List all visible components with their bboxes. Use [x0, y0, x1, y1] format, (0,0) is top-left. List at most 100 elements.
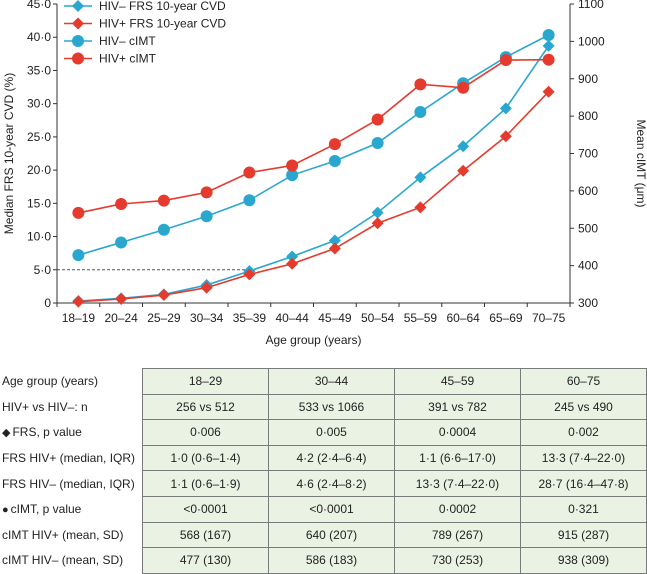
left-tick-label: 25·0	[27, 130, 51, 144]
right-axis-title: Mean cIMT (μm)	[634, 119, 647, 207]
data-point-circle	[286, 159, 299, 172]
row-label-text: FRS HIV– (median, IQR)	[2, 476, 135, 491]
data-point-diamond	[371, 206, 384, 219]
data-point-diamond	[328, 234, 341, 247]
data-point-diamond	[157, 289, 170, 302]
left-tick-label: 30·0	[27, 97, 51, 111]
data-point-circle	[328, 138, 341, 151]
table-cell: 586 (183)	[268, 547, 395, 574]
data-point-diamond	[72, 0, 84, 12]
chart: 0 5·0 10·0 15·0 20·0 25·0 30·0 35·0 40·0 45·0 300 4…	[2, 0, 647, 347]
table-row: FRS HIV– (median, IQR) 1·1 (0·6–1·9) 4·6 (…	[0, 470, 647, 497]
data-point-diamond	[72, 17, 84, 30]
row-label-text: cIMT, p value	[10, 502, 82, 517]
legend-entry: HIV– cIMT	[64, 34, 156, 48]
row-label: ● cIMT, p value	[0, 496, 143, 522]
x-tick-label: 40–44	[275, 311, 309, 325]
data-point-circle	[371, 113, 384, 126]
data-point-circle	[200, 210, 213, 223]
data-point-circle	[414, 106, 427, 119]
row-label-text: HIV+ vs HIV–: n	[2, 399, 88, 414]
table-cell: 13·3 (7·4–22·0)	[394, 470, 521, 497]
legend-entry: HIV– FRS 10-year CVD	[64, 0, 226, 13]
left-tick-label: 45·0	[27, 0, 51, 11]
data-point-diamond	[115, 293, 128, 306]
row-label: Age group (years)	[0, 369, 143, 395]
x-tick-label: 55–59	[404, 311, 438, 325]
data-point-circle	[542, 53, 555, 66]
legend-label: HIV+ cIMT	[99, 52, 157, 66]
table-row: ● cIMT, p value <0·0001 <0·0001 0·0002 0·321	[0, 495, 647, 523]
legend-label: HIV+ FRS 10-year CVD	[99, 17, 226, 31]
table-cell: 0·002	[520, 419, 647, 446]
left-tick-label: 15·0	[27, 196, 51, 210]
x-tick-label: 65–69	[489, 311, 523, 325]
data-point-circle	[72, 52, 84, 65]
data-point-diamond	[457, 140, 470, 153]
data-point-diamond	[414, 171, 427, 184]
data-point-diamond	[243, 268, 256, 281]
row-label: cIMT HIV+ (mean, SD)	[0, 522, 143, 548]
series-1	[72, 39, 555, 308]
series-2	[72, 85, 555, 308]
table-cell: 640 (207)	[268, 521, 395, 549]
left-axis-title: Median FRS 10-year CVD (%)	[2, 73, 16, 234]
diamond-icon: ◆	[2, 427, 11, 440]
data-point-diamond	[499, 102, 512, 115]
data-point-circle	[499, 54, 512, 67]
x-tick-label: 25–29	[147, 311, 181, 325]
data-point-diamond	[286, 257, 299, 270]
data-point-circle	[115, 236, 128, 249]
data-point-circle	[72, 206, 85, 219]
table-cell: 1·1 (0·6–1·9)	[142, 470, 269, 497]
data-point-diamond	[200, 281, 213, 294]
data-point-circle	[72, 35, 84, 47]
table-cell: 30–44	[268, 368, 395, 395]
left-tick-label: 40·0	[27, 30, 51, 44]
row-label-text: FRS, p value	[12, 425, 82, 440]
left-tick-label: 10·0	[27, 230, 51, 244]
row-label: cIMT HIV– (mean, SD)	[0, 548, 143, 574]
legend-entry: HIV+ FRS 10-year CVD	[64, 17, 226, 31]
row-label: HIV+ vs HIV–: n	[0, 394, 143, 420]
right-tick-label: 800	[578, 109, 598, 123]
data-point-diamond	[286, 250, 299, 263]
x-tick-label: 20–24	[104, 311, 138, 325]
data-point-circle	[157, 223, 170, 236]
data-point-circle	[457, 81, 470, 94]
row-label: FRS HIV– (median, IQR)	[0, 471, 143, 497]
table-row: FRS HIV+ (median, IQR) 1·0 (0·6–1·4) 4·2 (…	[0, 444, 647, 472]
row-label-text: Age group (years)	[2, 374, 99, 389]
circle-icon: ●	[2, 504, 9, 517]
right-tick-label: 1000	[578, 34, 605, 48]
data-point-diamond	[414, 201, 427, 214]
x-tick-label: 70–75	[532, 311, 566, 325]
table-cell: 477 (130)	[142, 547, 269, 574]
x-tick-label: 18–19	[62, 311, 96, 325]
table-cell: 938 (309)	[520, 547, 647, 574]
right-tick-label: 700	[578, 147, 598, 161]
data-point-circle	[328, 154, 341, 167]
data-point-diamond	[72, 295, 85, 308]
data-point-circle	[243, 194, 256, 207]
right-tick-label: 500	[578, 221, 598, 235]
table-cell: 1·0 (0·6–1·4)	[142, 444, 269, 472]
table-cell: 1·1 (6·6–17·0)	[394, 444, 521, 472]
series-line	[78, 45, 550, 302]
x-axis-title: Age group (years)	[265, 333, 361, 347]
data-point-circle	[157, 194, 170, 207]
data-point-circle	[243, 166, 256, 179]
table-cell: <0·0001	[268, 495, 395, 523]
table-cell: 0·005	[268, 419, 395, 446]
left-tick-label: 35·0	[27, 63, 51, 77]
table-cell: 18–29	[142, 368, 269, 395]
series-4	[72, 53, 555, 219]
table-cell: 4·2 (2·4–6·4)	[268, 444, 395, 472]
row-label: FRS HIV+ (median, IQR)	[0, 445, 143, 471]
x-tick-label: 45–49	[318, 311, 352, 325]
table-cell: 730 (253)	[394, 547, 521, 574]
data-point-diamond	[371, 217, 384, 230]
table-cell: 789 (267)	[394, 521, 521, 549]
x-tick-label: 30–34	[190, 311, 224, 325]
table-row: HIV+ vs HIV–: n 256 vs 512 533 vs 1066 391 …	[0, 393, 647, 421]
